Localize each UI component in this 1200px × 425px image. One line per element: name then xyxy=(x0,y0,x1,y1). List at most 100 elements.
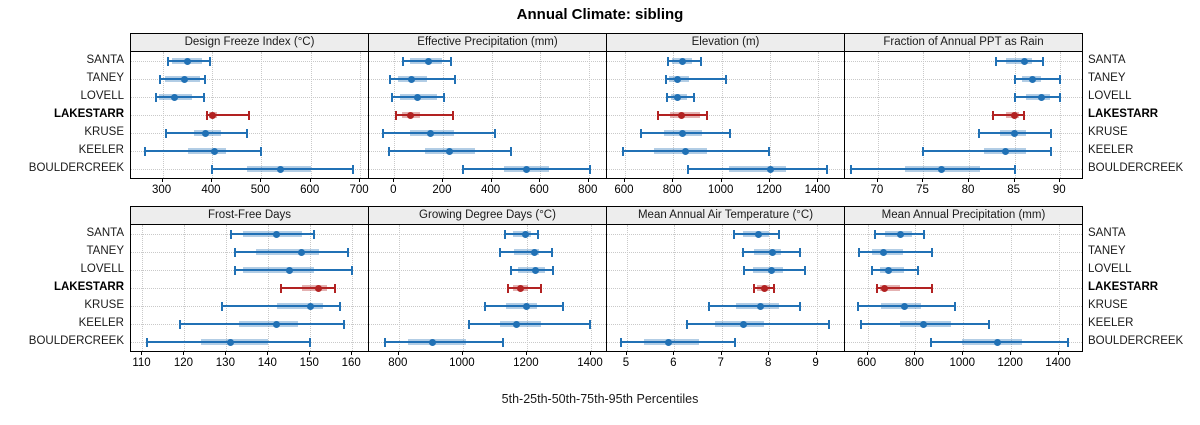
percentile-25-75-band xyxy=(188,148,226,154)
tick-mark xyxy=(225,351,227,355)
tick-mark xyxy=(393,178,395,182)
tick-mark xyxy=(141,351,143,355)
tick-label: 1000 xyxy=(949,357,976,369)
whisker-cap-5th xyxy=(742,265,745,275)
whisker-cap-5th xyxy=(510,265,513,275)
whisker-row-taney xyxy=(845,225,1082,351)
tick-label: 85 xyxy=(1007,184,1021,196)
median-dot xyxy=(664,338,672,346)
tick-label: 400 xyxy=(480,184,501,196)
tick-mark xyxy=(720,351,722,355)
tick-label: 5 xyxy=(622,357,630,369)
row-gridline xyxy=(607,234,844,235)
whisker-cap-5th xyxy=(145,337,148,347)
whisker-row-lovell xyxy=(369,225,606,351)
whisker-cap-95th xyxy=(351,265,354,275)
tick-mark xyxy=(672,178,674,182)
tick-mark xyxy=(525,351,527,355)
whisker-cap-5th xyxy=(639,128,642,138)
tick-gridline xyxy=(590,225,592,351)
site-label-right-taney: TANEY xyxy=(1088,72,1126,84)
percentile-5-95-line xyxy=(709,305,800,307)
whisker-cap-95th xyxy=(589,164,592,174)
median-dot xyxy=(1029,75,1037,83)
site-label-left-taney: TANEY xyxy=(86,72,125,84)
tick-mark xyxy=(768,351,770,355)
whisker-row-keeler xyxy=(369,225,606,351)
tick-gridline xyxy=(816,225,818,351)
median-dot xyxy=(767,165,775,173)
whisker-cap-5th xyxy=(871,265,874,275)
row-gridline xyxy=(845,115,1082,116)
whisker-cap-95th xyxy=(202,92,205,102)
panel-header-design-freeze-index-c: Design Freeze Index (°C) xyxy=(130,33,369,52)
tick-gridline xyxy=(963,225,965,351)
whisker-cap-5th xyxy=(165,128,168,138)
median-dot xyxy=(885,266,893,274)
median-dot xyxy=(740,320,748,328)
percentile-25-75-band xyxy=(753,249,781,255)
tick-label: 6 xyxy=(670,357,677,369)
median-dot xyxy=(306,302,314,310)
row-gridline xyxy=(607,115,844,116)
median-dot xyxy=(754,230,762,238)
tick-label: 8 xyxy=(764,357,772,369)
row-gridline xyxy=(369,270,606,271)
median-dot xyxy=(209,111,217,119)
whisker-row-kruse xyxy=(131,225,368,351)
tick-mark xyxy=(260,178,262,182)
site-label-right-bouldercreek: BOULDERCREEK xyxy=(1088,335,1184,347)
site-label-left-kruse: KRUSE xyxy=(84,126,124,138)
site-label-right-keeler: KEELER xyxy=(1088,317,1134,329)
whisker-cap-5th xyxy=(619,337,622,347)
whisker-cap-95th xyxy=(260,146,263,156)
tick-mark xyxy=(625,351,627,355)
tick-mark xyxy=(441,178,443,182)
whisker-cap-95th xyxy=(777,229,780,239)
tick-label: 800 xyxy=(662,184,682,196)
whisker-row-bouldercreek xyxy=(369,225,606,351)
whisker-cap-95th xyxy=(561,301,564,311)
site-label-left-keeler: KEELER xyxy=(78,317,124,329)
tick-gridline xyxy=(184,225,186,351)
whisker-row-bouldercreek xyxy=(369,52,606,178)
tick-label: 1000 xyxy=(449,357,475,369)
whisker-cap-5th xyxy=(685,319,688,329)
median-dot xyxy=(516,284,524,292)
tick-mark xyxy=(161,178,163,182)
whisker-cap-5th xyxy=(874,229,877,239)
panel-mean-annual-air-temperature-c xyxy=(606,224,845,352)
percentile-5-95-line xyxy=(395,114,453,116)
percentile-25-75-band xyxy=(1025,94,1051,100)
whisker-row-keeler xyxy=(131,225,368,351)
tick-gridline xyxy=(923,52,925,178)
whisker-cap-95th xyxy=(309,337,312,347)
whisker-cap-95th xyxy=(728,128,731,138)
site-label-right-santa: SANTA xyxy=(1088,54,1126,66)
median-dot xyxy=(445,147,453,155)
tick-label: 150 xyxy=(299,357,319,369)
tick-gridline xyxy=(268,225,270,351)
panel-header-frost-free-days: Frost-Free Days xyxy=(130,206,369,225)
tick-label: 75 xyxy=(916,184,929,196)
median-dot xyxy=(919,320,927,328)
percentile-5-95-line xyxy=(207,114,250,116)
tick-mark xyxy=(876,178,878,182)
median-dot xyxy=(674,93,682,101)
whisker-cap-5th xyxy=(143,146,146,156)
row-gridline xyxy=(607,97,844,98)
whisker-cap-95th xyxy=(954,301,957,311)
row-gridline xyxy=(131,79,368,80)
whisker-row-santa xyxy=(131,225,368,351)
row-gridline xyxy=(845,133,1082,134)
site-label-right-bouldercreek: BOULDERCREEK xyxy=(1088,162,1184,174)
median-dot xyxy=(881,284,889,292)
row-gridline xyxy=(607,270,844,271)
row-gridline xyxy=(369,97,606,98)
tick-mark xyxy=(769,178,771,182)
site-label-left-lovell: LOVELL xyxy=(80,263,124,275)
whisker-row-santa xyxy=(607,225,844,351)
tick-label: 1200 xyxy=(513,357,539,369)
tick-mark xyxy=(922,178,924,182)
median-dot xyxy=(315,284,323,292)
